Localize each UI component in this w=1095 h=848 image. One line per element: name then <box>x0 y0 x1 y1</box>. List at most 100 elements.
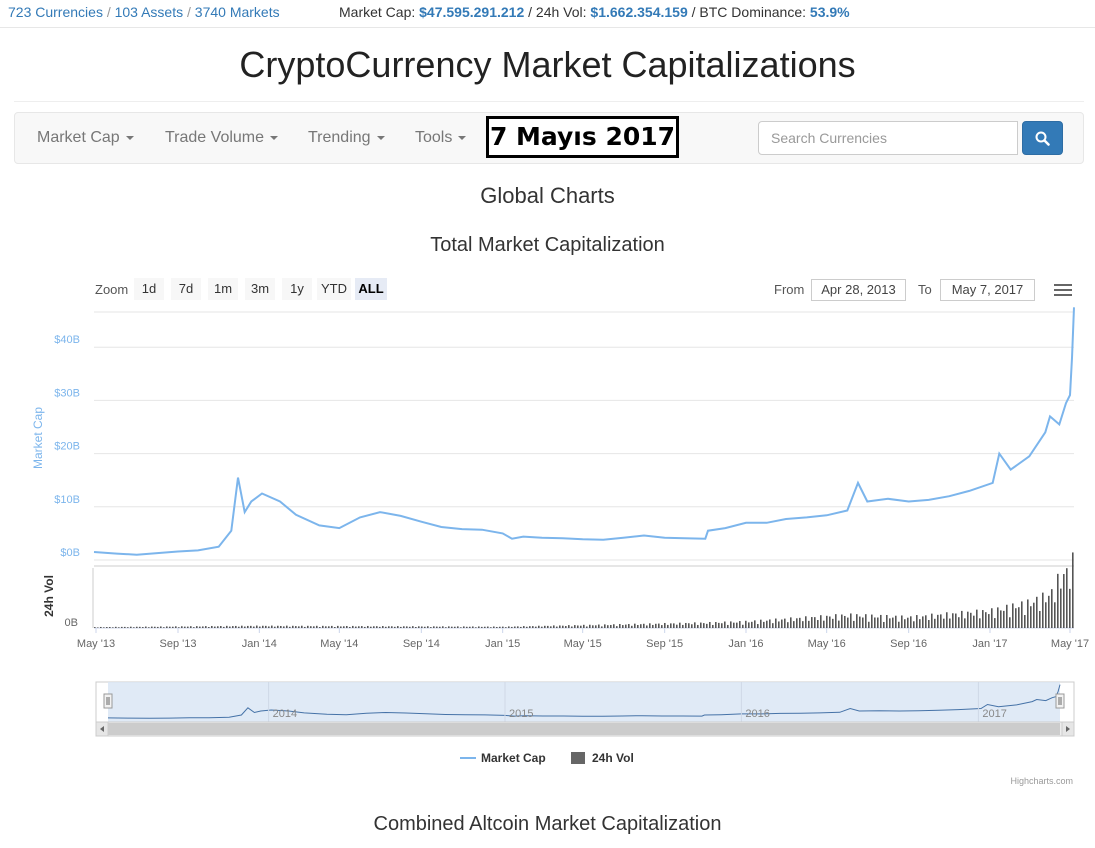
volume-bar <box>1003 610 1005 628</box>
volume-bar <box>334 627 336 628</box>
volume-bar <box>400 626 402 628</box>
markets-link[interactable]: 3740 Markets <box>194 4 280 20</box>
volume-bar <box>385 626 387 628</box>
volume-bar <box>301 625 303 628</box>
volume-bar <box>718 622 720 628</box>
volume-bar <box>892 617 894 628</box>
zoom-ytd-button[interactable]: YTD <box>317 278 351 300</box>
volume-bar <box>826 615 828 628</box>
to-date-input[interactable]: May 7, 2017 <box>940 279 1035 301</box>
volume-bar <box>580 625 582 628</box>
nav-label: Tools <box>415 129 453 146</box>
volume-bar <box>604 624 606 628</box>
volume-bar <box>1000 610 1002 628</box>
navigator-handle[interactable] <box>1055 693 1065 709</box>
volume-bar <box>304 626 306 628</box>
volume-bar <box>280 625 282 628</box>
volume-bar <box>325 626 327 628</box>
zoom-all-button[interactable]: ALL <box>355 278 387 300</box>
volume-bar <box>820 615 822 628</box>
volume-bar <box>556 626 558 628</box>
legend-24h-vol[interactable]: 24h Vol <box>592 751 634 765</box>
volume-bar <box>466 626 468 628</box>
site-title: CryptoCurrency Market Capitalizations <box>239 44 856 85</box>
nav-trending[interactable]: Trending <box>308 129 385 147</box>
nav-trade-volume[interactable]: Trade Volume <box>165 129 279 147</box>
search-button[interactable] <box>1022 121 1063 155</box>
volume-bar <box>1033 602 1035 628</box>
volume-bar <box>904 619 906 628</box>
volume-bar <box>349 626 351 628</box>
volume-bar <box>136 626 138 628</box>
arrow-left-icon <box>100 726 104 732</box>
volume-bar <box>433 626 435 628</box>
nav-label: Market Cap <box>37 129 120 146</box>
volume-bar <box>442 626 444 628</box>
navigator[interactable]: 2014 2015 2016 2017 <box>95 681 1075 737</box>
zoom-7d-button[interactable]: 7d <box>171 278 201 300</box>
volume-bar <box>151 626 153 628</box>
volume-bar <box>133 627 135 628</box>
volume-bar <box>265 625 267 628</box>
market-cap-label: Market Cap: <box>339 4 416 20</box>
caret-down-icon <box>125 135 134 140</box>
currencies-link[interactable]: 723 Currencies <box>8 4 103 20</box>
volume-bar <box>979 618 981 628</box>
zoom-1m-button[interactable]: 1m <box>208 278 238 300</box>
volume-bar <box>898 621 900 628</box>
volume-bar <box>553 625 555 628</box>
volume-bar <box>1030 606 1032 628</box>
volume-bar <box>595 625 597 628</box>
nav-tools[interactable]: Tools <box>415 129 467 147</box>
volume-bar <box>310 626 312 628</box>
volume-bar <box>223 626 225 628</box>
assets-link[interactable]: 103 Assets <box>114 4 184 20</box>
volume-bar <box>331 625 333 628</box>
volume-bar <box>640 624 642 628</box>
legend-market-cap[interactable]: Market Cap <box>481 751 546 765</box>
volume-bar <box>388 626 390 628</box>
volume-bar <box>166 626 168 628</box>
volume-bar <box>976 609 978 628</box>
volume-bar <box>532 626 534 628</box>
volume-bar <box>565 626 567 628</box>
zoom-1y-button[interactable]: 1y <box>282 278 312 300</box>
volume-bar <box>751 621 753 628</box>
scrollbar-thumb[interactable] <box>108 723 1060 735</box>
to-label: To <box>918 282 932 297</box>
volume-bar <box>568 625 570 628</box>
search-input[interactable] <box>758 121 1018 155</box>
volume-bar <box>229 626 231 628</box>
volume-bar <box>601 626 603 628</box>
from-date-input[interactable]: Apr 28, 2013 <box>811 279 906 301</box>
chart-menu-icon[interactable] <box>1054 284 1072 298</box>
nav-market-cap[interactable]: Market Cap <box>37 129 134 147</box>
volume-bar <box>631 625 633 628</box>
volume-bar <box>889 618 891 628</box>
volume-bar <box>799 617 801 628</box>
volume-bar <box>157 626 159 628</box>
volume-bar <box>967 611 969 628</box>
volume-bar <box>883 621 885 628</box>
volume-bar <box>754 620 756 628</box>
highcharts-credit[interactable]: Highcharts.com <box>1010 776 1073 786</box>
volume-bar <box>178 627 180 628</box>
volume-bar <box>217 626 219 628</box>
zoom-3m-button[interactable]: 3m <box>245 278 275 300</box>
navigator-handle[interactable] <box>103 693 113 709</box>
volume-bar <box>790 617 792 628</box>
volume-bar <box>445 627 447 628</box>
volume-bar <box>1042 592 1044 628</box>
navigator-mask[interactable] <box>108 682 1060 722</box>
volume-bar <box>925 615 927 628</box>
volume-bar <box>913 621 915 628</box>
zoom-1d-button[interactable]: 1d <box>134 278 164 300</box>
volume-bar <box>124 626 126 628</box>
volume-bar <box>616 626 618 628</box>
volume-bar <box>559 625 561 628</box>
volume-bar <box>895 615 897 628</box>
market-cap-chart: $0B $10B $20B $30B $40B Market Cap 24h Vol 0… <box>31 307 1089 786</box>
volume-bar <box>370 626 372 628</box>
y-tick-label: $30B <box>54 387 80 399</box>
volume-bar <box>1009 617 1011 628</box>
